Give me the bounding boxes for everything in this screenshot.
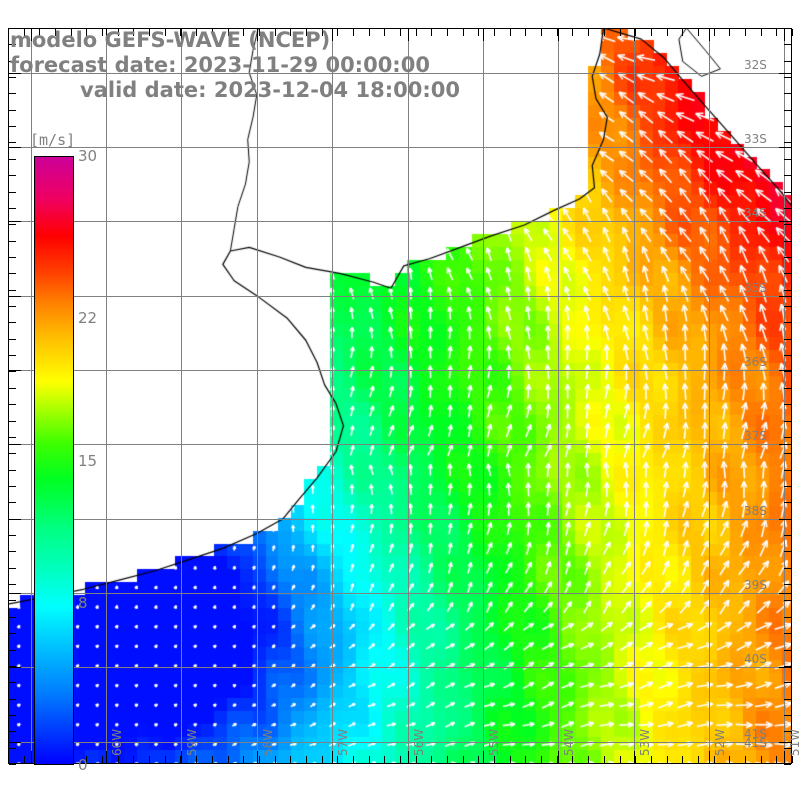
lon-label-60W: 60W — [110, 728, 124, 756]
gridline-lon-56W — [408, 28, 409, 764]
lat-label-37S: 37S — [744, 429, 767, 444]
colorbar-tick-0: 0 — [78, 756, 88, 774]
gridline-lon-51W — [784, 28, 785, 764]
lat-label-41S: 41S — [744, 726, 767, 741]
lon-label-56W: 56W — [411, 728, 426, 756]
gridline-lon-61W — [31, 28, 32, 764]
colorbar-tick-15: 15 — [78, 451, 98, 470]
lat-label-35S: 35S — [744, 280, 767, 295]
gridline-lat-41S — [8, 742, 792, 743]
gridline-lon-60W — [106, 28, 107, 764]
gridline-lat-36S — [8, 370, 792, 371]
lon-label-55W: 55W — [486, 728, 501, 756]
gridline-lat-33S — [8, 147, 792, 148]
colorbar-unit-label: [m/s] — [30, 131, 76, 149]
tick-left-minor — [9, 764, 16, 765]
gridline-lon-58W — [257, 28, 258, 764]
map-plot-area — [8, 28, 792, 764]
lat-label-34S: 34S — [744, 206, 767, 221]
wind-speed-field-canvas — [8, 28, 792, 764]
lat-label-39S: 39S — [744, 578, 767, 592]
tick-bottom-minor — [792, 756, 793, 763]
lon-label-53W: 53W — [637, 728, 652, 756]
gridline-lat-39S — [8, 593, 792, 594]
lon-label-51W: 51W — [788, 728, 800, 756]
colorbar-tick-30: 30 — [78, 147, 98, 165]
lat-label-corner-41S: 41S — [744, 736, 767, 750]
gridline-lon-54W — [558, 28, 559, 764]
lat-label-33S: 33S — [744, 131, 767, 146]
gridline-lon-55W — [483, 28, 484, 764]
gridline-lat-40S — [8, 667, 792, 668]
colorbar-tick-22: 22 — [78, 309, 98, 328]
figure-title-block: modelo GEFS-WAVE (NCEP) forecast date: 2… — [10, 28, 530, 103]
gridline-lat-37S — [8, 444, 792, 445]
lat-label-32S: 32S — [744, 57, 767, 72]
gridline-lat-34S — [8, 221, 792, 222]
gridline-lon-59W — [181, 28, 182, 764]
title-forecast-date-line: forecast date: 2023-11-29 00:00:00 — [10, 53, 430, 77]
colorbar-tick-8: 8 — [78, 593, 88, 612]
tick-top-minor — [792, 29, 793, 36]
lon-label-58W: 58W — [260, 728, 275, 756]
gridline-lon-53W — [634, 28, 635, 764]
lon-label-52W: 52W — [713, 728, 728, 756]
lat-label-38S: 38S — [744, 503, 767, 518]
lon-label-57W: 57W — [336, 728, 351, 756]
gridline-lat-38S — [8, 519, 792, 520]
lat-label-36S: 36S — [744, 354, 767, 369]
lon-label-59W: 59W — [185, 728, 200, 756]
colorbar-gradient — [34, 156, 74, 765]
title-model-line: modelo GEFS-WAVE (NCEP) — [10, 28, 331, 52]
gridline-lon-57W — [332, 28, 333, 764]
lat-label-40S: 40S — [744, 652, 767, 667]
gridline-lon-52W — [709, 28, 710, 764]
gridline-lat-35S — [8, 296, 792, 297]
lon-label-54W: 54W — [562, 728, 577, 756]
title-valid-date-line: valid date: 2023-12-04 18:00:00 — [80, 78, 460, 102]
tick-right-minor — [784, 764, 791, 765]
gridline-lat-32S — [8, 73, 792, 74]
